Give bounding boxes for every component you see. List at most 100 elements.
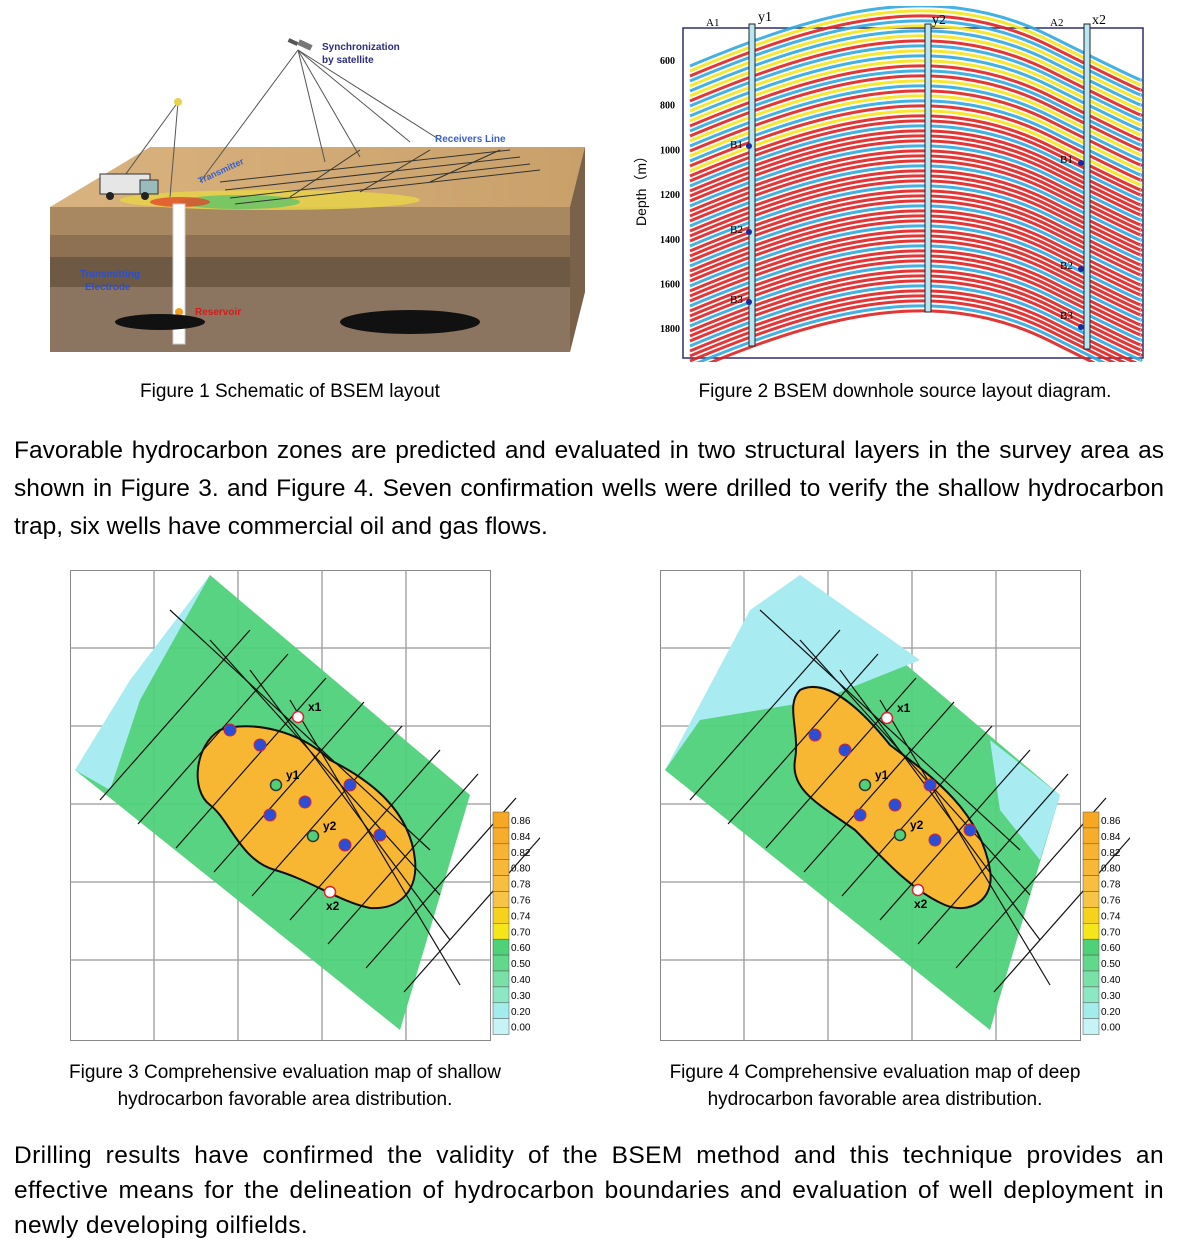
scale-swatch	[1082, 843, 1100, 860]
receivers-label: Receivers Line	[435, 134, 506, 145]
satellite-icon	[287, 38, 313, 51]
figure2-caption: Figure 2 BSEM downhole source layout dia…	[698, 381, 1112, 402]
scale-label: 0.40	[511, 975, 531, 986]
scale-label: 0.70	[511, 927, 531, 938]
depth-ticks: 600 800 1000 1200 1400 1600 1800	[660, 56, 680, 335]
scale-swatch	[492, 1002, 510, 1019]
depth-tick-label: 1800	[660, 324, 680, 335]
electrode-label-1: Transmitting	[80, 269, 140, 280]
survey-line	[251, 725, 403, 897]
confirmation-well-marker	[888, 798, 902, 812]
scale-swatch	[1082, 859, 1100, 876]
figure4-caption: Figure 4 Comprehensive evaluation map of…	[669, 1062, 1081, 1110]
survey-line	[917, 773, 1069, 945]
well-label-y2: y2	[910, 818, 924, 832]
well-marker-y2	[893, 828, 907, 842]
scale-label: 0.00	[1101, 1023, 1121, 1034]
scale-swatch	[1082, 970, 1100, 988]
satellite-links	[119, 49, 441, 198]
scale-label: 0.20	[511, 1007, 531, 1018]
well-marker-y1	[858, 778, 872, 792]
confirmation-well-marker	[923, 778, 937, 792]
well-marker-x2	[911, 883, 925, 897]
well-marker-y2	[306, 829, 320, 843]
layer-1	[50, 207, 570, 235]
survey-line	[169, 609, 431, 851]
scale-label: 0.74	[511, 911, 531, 922]
well-label-x2: x2	[326, 899, 340, 913]
survey-line	[137, 653, 289, 825]
confirmation-well-marker	[808, 728, 822, 742]
scale-label: 0.86	[511, 816, 531, 827]
well-marker-y1	[269, 778, 283, 792]
scale-swatch	[492, 954, 510, 972]
survey-line	[879, 749, 1031, 921]
survey-line	[803, 701, 955, 873]
stratum-band	[695, 304, 1106, 362]
scale-label: 0.86	[1101, 816, 1121, 827]
sync-label-1: Synchronization	[322, 42, 400, 53]
survey-line	[759, 609, 1021, 851]
layer-2	[50, 235, 570, 257]
survey-line	[289, 749, 441, 921]
truck-icon	[99, 173, 159, 200]
survey-line	[213, 701, 365, 873]
depth-tick-label: 1400	[660, 235, 680, 246]
depth-tick-label: 800	[660, 101, 675, 112]
source-star-icons	[746, 143, 1084, 330]
scale-label: 0.76	[511, 896, 531, 907]
figure4-map: x1 y1 y2 x2 0.86 0.84 0.82 0.80 0.78 0.76 0.74 0.70…	[660, 570, 1130, 1041]
confirmation-well-marker	[963, 823, 977, 837]
confirmation-well-marker	[838, 743, 852, 757]
depth-tick-label: 1200	[660, 190, 680, 201]
scale-swatch	[1082, 954, 1100, 972]
survey-line	[175, 677, 327, 849]
low-value-zone	[75, 575, 210, 790]
source-b1-right: B1	[1060, 154, 1073, 166]
well-marker-x1	[880, 711, 894, 725]
surface-a2: A2	[1050, 17, 1063, 29]
survey-line	[879, 699, 1051, 986]
scale-label: 0.20	[1101, 1007, 1121, 1018]
well-marker-x1	[291, 710, 305, 724]
source-b1-left: B1	[730, 139, 743, 151]
figure3-map: x1 y1 y2 x2 0.86 0.84 0.82 0.80 0.78 0.76 0.74 0.70…	[70, 570, 540, 1041]
confirmation-well-marker	[253, 738, 267, 752]
scale-label: 0.50	[511, 959, 531, 970]
paragraph-1: Favorable hydrocarbon zones are predicte…	[14, 437, 1164, 540]
survey-line	[841, 725, 993, 897]
scale-swatch	[1082, 875, 1100, 892]
scale-swatch	[1082, 986, 1100, 1004]
confirmation-well-marker	[373, 828, 387, 842]
reservoir-2	[340, 310, 480, 334]
survey-line	[327, 773, 479, 945]
scale-label: 0.50	[1101, 959, 1121, 970]
scale-label: 0.76	[1101, 896, 1121, 907]
well-label-x2: x2	[914, 897, 928, 911]
layer-3	[50, 257, 570, 287]
well-label-x1: x1	[308, 700, 322, 714]
survey-line	[403, 836, 540, 993]
scale-swatch	[1082, 1002, 1100, 1019]
survey-line	[99, 629, 251, 801]
survey-line	[839, 669, 1041, 941]
scale-label: 0.80	[511, 864, 531, 875]
scale-label: 0.82	[1101, 848, 1121, 859]
survey-line	[365, 797, 517, 969]
scale-label: 0.84	[1101, 832, 1121, 843]
stratum-band	[689, 294, 1127, 362]
figure2-section: Depth（m） 600 800 1000 1200 1400 1600 1800 y1 y…	[633, 6, 1144, 362]
confirmation-well-marker	[928, 833, 942, 847]
well-y1	[748, 23, 756, 347]
depth-tick-label: 1600	[660, 280, 680, 291]
reservoir-label: Reservoir	[195, 307, 241, 318]
well-label-x1: x1	[897, 701, 911, 715]
well-marker-x2	[323, 885, 337, 899]
borehole	[172, 203, 186, 345]
well-label-y1: y1	[286, 768, 300, 782]
survey-line	[993, 836, 1130, 993]
surface-a1: A1	[706, 17, 719, 29]
scale-label: 0.82	[511, 848, 531, 859]
scale-swatch	[1082, 811, 1100, 829]
scale-label: 0.40	[1101, 975, 1121, 986]
